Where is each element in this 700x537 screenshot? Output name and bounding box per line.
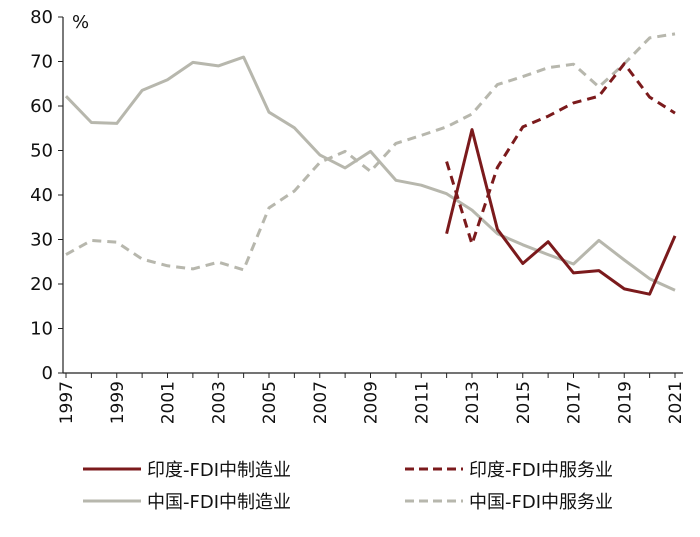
x-tick-label: 1997 (57, 381, 77, 424)
x-tick-label: 2013 (463, 381, 483, 424)
y-tick-label: 10 (30, 319, 53, 340)
y-tick-label: 60 (30, 96, 53, 117)
series-line-1 (445, 128, 677, 296)
x-tick-label: 2007 (311, 381, 331, 424)
series-line-4 (65, 32, 676, 272)
legend-label-1: 印度-FDI中制造业 (147, 460, 291, 481)
x-tick-label: 2017 (565, 381, 585, 424)
x-tick-label: 2011 (412, 381, 432, 424)
y-tick-label: 50 (30, 141, 53, 162)
legend-label-3: 中国-FDI中制造业 (147, 492, 291, 513)
y-tick-label: 0 (42, 363, 53, 384)
y-tick-label: 80 (30, 7, 53, 28)
y-tick-label: 20 (30, 274, 53, 295)
series-line-3 (64, 55, 676, 292)
x-tick-label: 2001 (159, 381, 179, 424)
x-tick-label: 1999 (108, 381, 128, 424)
axes-layer: 0 10 20 30 40 50 60 70 80 1997 1999 2001 2003 2005 200… (30, 7, 686, 424)
y-unit-label: % (72, 12, 89, 33)
legend-label-4: 中国-FDI中服务业 (469, 492, 613, 513)
y-tick-label: 30 (30, 230, 53, 251)
x-tick-label: 2009 (362, 381, 382, 424)
x-tick-label: 2003 (209, 381, 229, 424)
y-tick-label: 70 (30, 52, 53, 73)
series-line-2 (445, 62, 676, 246)
x-tick-label: 2015 (514, 381, 534, 424)
x-tick-label: 2021 (666, 381, 686, 424)
y-tick-label: 40 (30, 185, 53, 206)
x-tick-label: 2005 (260, 381, 280, 424)
x-tick-label: 2019 (615, 381, 635, 424)
legend-label-2: 印度-FDI中服务业 (469, 460, 613, 481)
series-layer (64, 32, 677, 296)
